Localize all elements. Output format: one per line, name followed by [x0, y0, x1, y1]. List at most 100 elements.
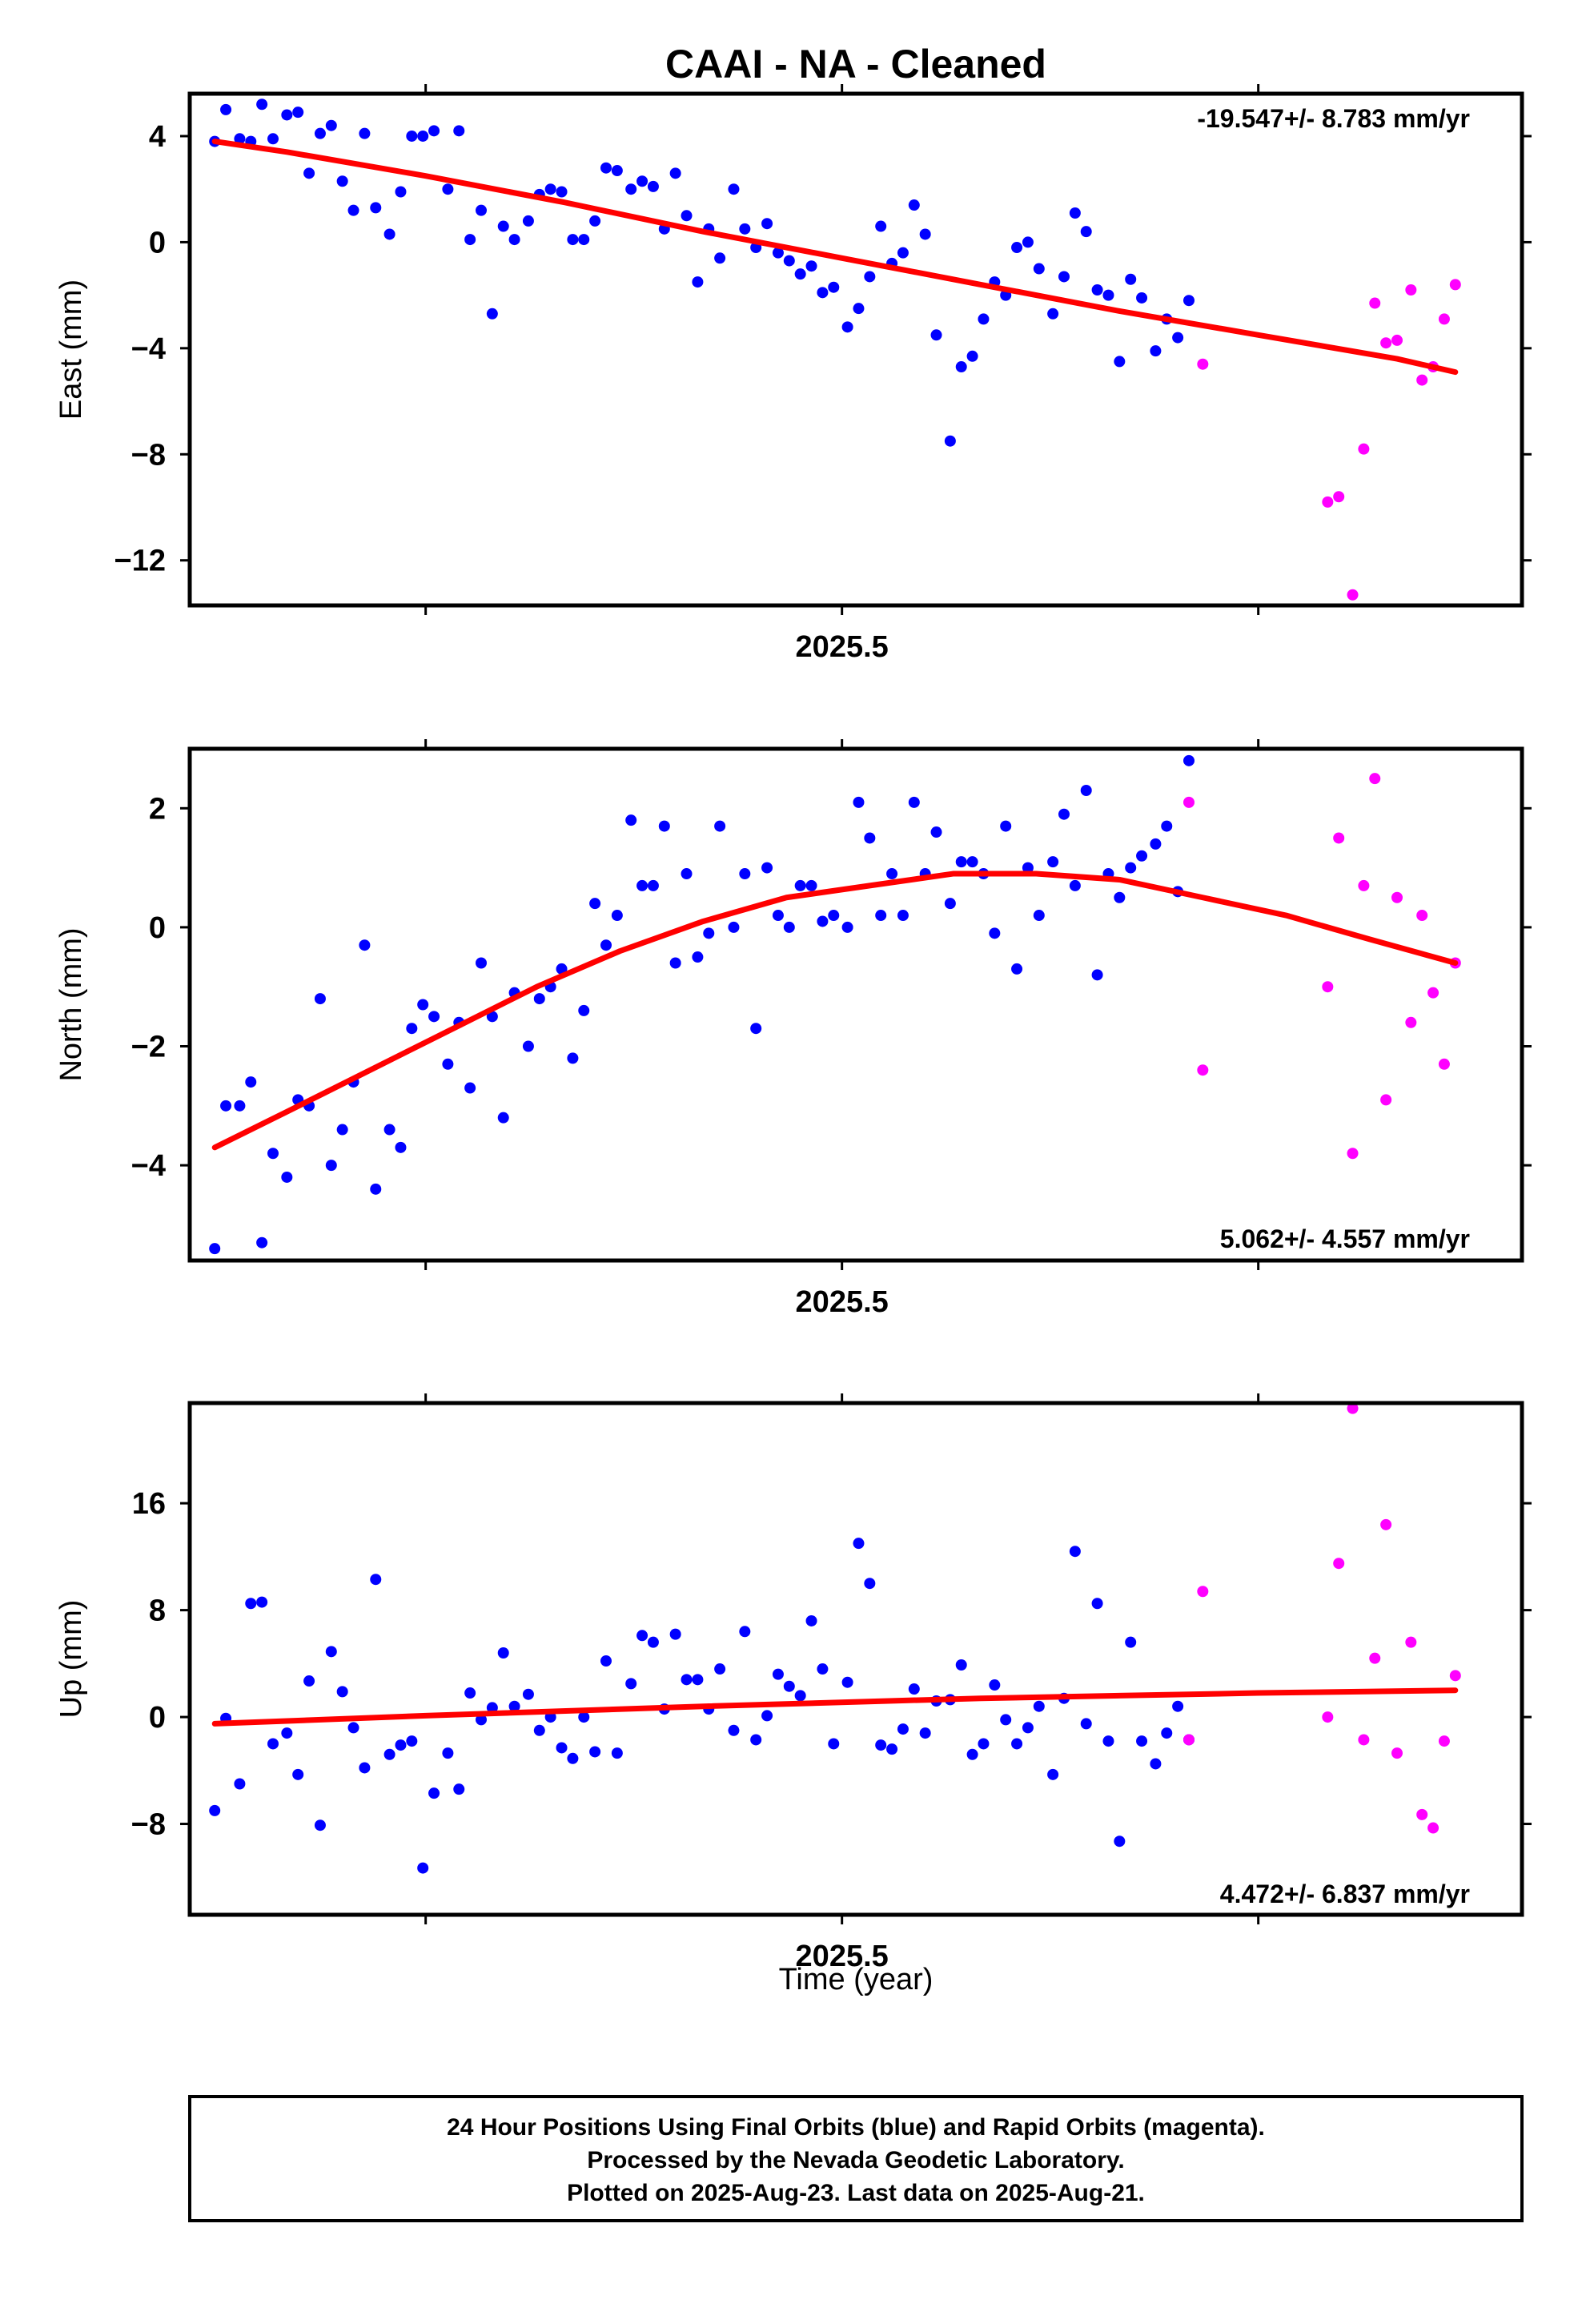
final-orbit-point: [955, 856, 967, 868]
rapid-orbit-point: [1197, 358, 1209, 370]
y-axis-label: East (mm): [54, 279, 88, 420]
final-orbit-point: [533, 1724, 545, 1736]
final-orbit-point: [395, 1141, 407, 1153]
final-orbit-point: [476, 957, 487, 969]
final-orbit-point: [486, 1702, 498, 1714]
final-orbit-point: [220, 1100, 232, 1112]
y-axis-label: Up (mm): [54, 1600, 88, 1719]
final-orbit-point: [897, 1723, 909, 1735]
final-orbit-point: [1033, 910, 1045, 922]
final-orbit-point: [772, 910, 784, 922]
final-orbit-point: [1114, 891, 1126, 903]
final-orbit-point: [625, 1678, 637, 1690]
final-orbit-point: [669, 957, 681, 969]
final-orbit-point: [234, 1100, 246, 1112]
final-orbit-point: [589, 1746, 601, 1758]
rapid-orbit-point: [1416, 1808, 1428, 1820]
velocity-label: -19.547+/- 8.783 mm/yr: [1197, 104, 1470, 133]
final-orbit-point: [1136, 1735, 1148, 1747]
final-orbit-point: [325, 1646, 337, 1658]
final-orbit-point: [703, 927, 715, 939]
final-orbit-point: [828, 1738, 840, 1750]
plot-area: [209, 99, 1461, 601]
rapid-orbit-point: [1380, 1518, 1392, 1530]
trend-fit-line: [211, 1687, 1459, 1727]
rapid-orbit-point: [1197, 1064, 1209, 1076]
final-orbit-point: [647, 1636, 659, 1648]
rapid-orbit-point: [1449, 279, 1461, 291]
final-orbit-point: [828, 910, 840, 922]
final-orbit-point: [669, 1628, 681, 1640]
final-orbit-point: [1091, 1598, 1103, 1610]
final-orbit-point: [886, 1743, 898, 1755]
final-orbit-point: [761, 218, 773, 230]
final-orbit-point: [919, 228, 931, 240]
final-orbit-point: [750, 1023, 762, 1035]
rapid-orbit-point: [1427, 1822, 1439, 1834]
y-tick-label: −4: [131, 1149, 166, 1183]
final-orbit-point: [267, 1148, 279, 1160]
final-orbit-point: [647, 879, 659, 891]
final-orbit-point: [267, 133, 279, 145]
final-orbit-point: [989, 1679, 1001, 1691]
x-tick-label: 2025.5: [796, 1940, 889, 1973]
final-orbit-point: [383, 1124, 396, 1136]
final-orbit-point: [486, 308, 498, 320]
final-orbit-point: [1172, 332, 1184, 344]
rapid-orbit-point: [1380, 1094, 1392, 1106]
final-orbit-point: [739, 868, 751, 880]
final-orbit-point: [522, 1688, 534, 1700]
final-orbit-point: [739, 223, 751, 235]
final-orbit-point: [841, 921, 853, 933]
final-orbit-point: [442, 1747, 454, 1759]
final-orbit-point: [234, 1778, 246, 1790]
final-orbit-point: [692, 951, 704, 963]
final-orbit-point: [930, 826, 942, 838]
final-orbit-point: [805, 1614, 817, 1626]
final-orbit-point: [817, 287, 829, 299]
final-orbit-point: [1033, 263, 1045, 275]
final-orbit-point: [1033, 1700, 1045, 1712]
rapid-orbit-point: [1333, 491, 1345, 503]
final-orbit-point: [359, 127, 371, 139]
final-orbit-point: [1080, 1718, 1092, 1730]
final-orbit-point: [805, 260, 817, 272]
up-panel: 2025.5 16 8 0 −8 Up (mm) 4.472+/- 6.837 mm/yr: [54, 1393, 1532, 1973]
final-orbit-point: [1161, 1727, 1173, 1739]
final-orbit-point: [886, 868, 898, 880]
final-orbit-point: [209, 1243, 221, 1255]
final-orbit-point: [281, 109, 293, 121]
final-orbit-point: [464, 1082, 476, 1094]
rapid-orbit-point: [1416, 910, 1428, 922]
rapid-orbit-point: [1369, 297, 1381, 309]
final-orbit-point: [442, 183, 454, 195]
final-orbit-point: [714, 1663, 726, 1675]
final-orbit-point: [567, 234, 579, 246]
final-orbit-point: [875, 220, 887, 232]
final-orbit-point: [1058, 808, 1070, 820]
final-orbit-point: [1047, 308, 1059, 320]
final-orbit-point: [578, 1711, 590, 1723]
rapid-orbit-point: [1449, 1670, 1461, 1682]
final-orbit-point: [428, 1011, 440, 1023]
final-orbit-point: [359, 939, 371, 951]
y-tick-label: 0: [149, 911, 166, 945]
final-orbit-point: [314, 993, 326, 1005]
rapid-orbit-point: [1347, 1148, 1359, 1160]
final-orbit-point: [681, 1674, 693, 1686]
final-orbit-point: [522, 1040, 534, 1052]
final-orbit-point: [522, 215, 534, 227]
final-orbit-point: [1125, 1636, 1137, 1648]
final-orbit-point: [292, 107, 304, 119]
rapid-orbit-point: [1347, 589, 1359, 601]
final-orbit-point: [897, 910, 909, 922]
rapid-orbit-point: [1438, 1058, 1450, 1070]
final-orbit-point: [234, 133, 246, 145]
final-orbit-point: [1150, 838, 1162, 850]
final-orbit-point: [1091, 284, 1103, 296]
final-orbit-point: [476, 204, 487, 216]
final-orbit-point: [1047, 856, 1059, 868]
trend-fit-line: [211, 139, 1459, 376]
rapid-orbit-point: [1333, 1558, 1345, 1570]
rapid-orbit-point: [1438, 313, 1450, 325]
